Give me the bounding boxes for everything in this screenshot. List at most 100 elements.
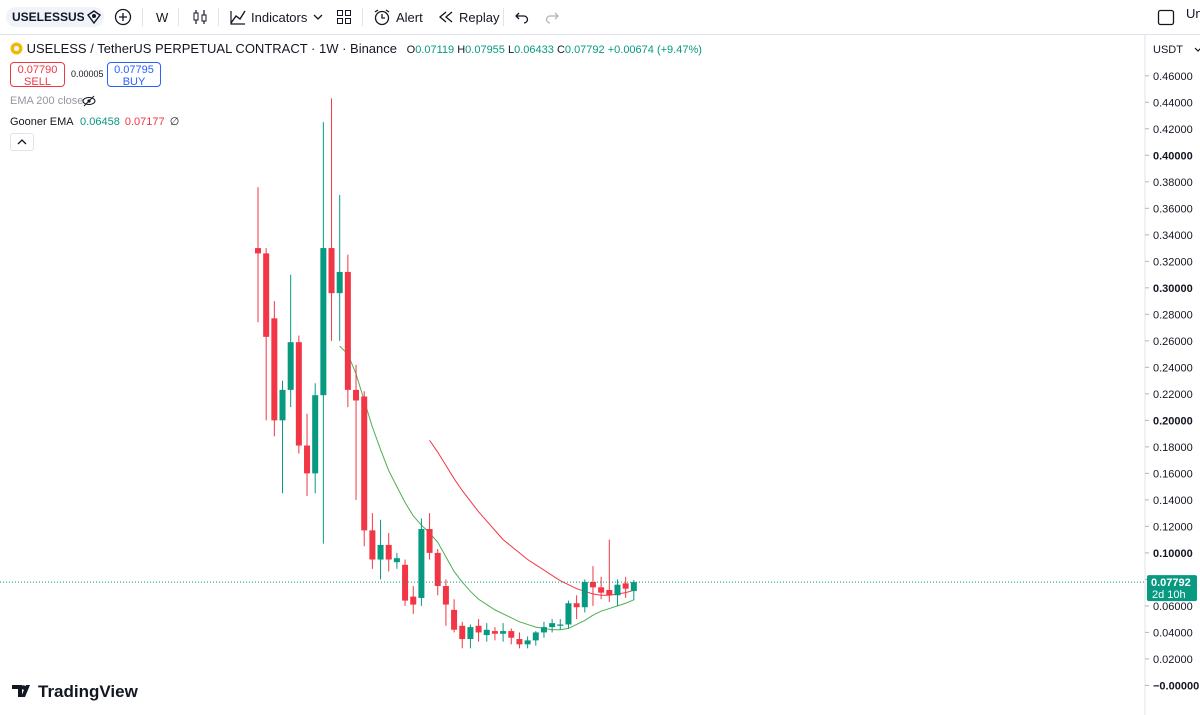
icon-chevron [1194, 47, 1200, 52]
brand-logo: TradingView [12, 682, 139, 701]
y-tick-label: 0.16000 [1153, 468, 1193, 480]
candle-body [451, 609, 458, 630]
y-tick-label: 0.46000 [1153, 71, 1193, 83]
alert-button[interactable]: Alert [396, 10, 423, 25]
ema-line [339, 345, 635, 631]
buy-price: 0.07795 [114, 64, 154, 76]
sell-label: SELL [24, 76, 51, 88]
last-price-label: 0.07792 [1151, 577, 1191, 589]
y-tick-label: 0.04000 [1153, 627, 1193, 639]
candle-body [393, 558, 400, 563]
icon-badge[interactable] [86, 9, 102, 25]
ema-slow-value: 0.07177 [124, 116, 165, 128]
icon-undo[interactable] [514, 10, 530, 24]
candle-body [614, 584, 621, 596]
symbol: USELESSUSDT [12, 10, 84, 24]
icon-add-symbol[interactable] [114, 8, 132, 26]
icon-hidden[interactable] [82, 95, 96, 107]
sell-button[interactable]: 0.07790 SELL [10, 62, 65, 88]
candle-body [336, 271, 343, 294]
candle-body [287, 342, 294, 390]
legend-title-row: USELESS / TetherUS PERPETUAL CONTRACT · … [10, 41, 702, 56]
candle-body [434, 552, 441, 587]
candle-body [565, 603, 572, 625]
y-tick-label: 0.32000 [1153, 256, 1193, 268]
buy-button[interactable]: 0.07795 BUY [107, 62, 161, 88]
candle-body [353, 389, 360, 401]
y-tick-label: 0.40000 [1153, 150, 1193, 162]
indicators-button[interactable]: Indicators [251, 10, 308, 25]
candle-body [483, 629, 490, 636]
icon-layouts[interactable] [336, 9, 352, 25]
high-value: 0.07955 [465, 44, 505, 56]
ema200-legend: EMA 200 close [10, 95, 84, 107]
candle-body [491, 631, 498, 634]
candle-body [630, 582, 637, 592]
candle-body [418, 529, 425, 598]
y-tick-label: 0.02000 [1153, 654, 1193, 666]
candle-body [598, 587, 605, 593]
brand-name: TradingView [38, 682, 139, 701]
y-tick-label: 0.12000 [1153, 521, 1193, 533]
y-tick-label: 0.22000 [1153, 389, 1193, 401]
icon-replay[interactable] [438, 10, 454, 24]
icon-indicators[interactable] [229, 8, 247, 26]
coin-icon [10, 42, 23, 55]
candle-body [255, 248, 261, 254]
icon-alert[interactable] [373, 8, 391, 26]
y-tick-label: 0.28000 [1153, 309, 1193, 321]
separator [362, 8, 363, 26]
y-tick-label: 0.34000 [1153, 230, 1193, 242]
candle-body [500, 631, 507, 634]
countdown-label: 2d 10h [1152, 589, 1186, 601]
candle-body [410, 596, 417, 605]
ohlc-label: H [457, 44, 466, 56]
spread: 0.00005 [71, 69, 104, 79]
separator [178, 8, 179, 26]
symbol-search[interactable]: USELESSUSDT [6, 7, 104, 27]
candle-body [263, 253, 270, 337]
close-value: 0.07792 [564, 44, 605, 56]
y-tick-label: 0.38000 [1153, 177, 1193, 189]
symbol-title: USELESS / TetherUS PERPETUAL CONTRACT · … [26, 41, 397, 56]
ema-fast-value: 0.06458 [80, 116, 120, 128]
candle-body [549, 623, 556, 628]
y-tick-label: 0.44000 [1153, 97, 1193, 109]
ema-line [429, 439, 634, 596]
candle-body [573, 603, 580, 608]
candle-body [589, 582, 596, 588]
layout-name[interactable]: Un [1186, 6, 1200, 21]
separator [142, 8, 143, 26]
y-tick-label: 0.42000 [1153, 124, 1193, 136]
ema-extra: ∅ [169, 116, 180, 128]
interval[interactable]: W [156, 10, 169, 25]
candle-body [606, 590, 613, 596]
sell-price: 0.07790 [17, 64, 58, 76]
icon-chevron[interactable] [313, 12, 323, 22]
collapse-legend[interactable] [10, 133, 34, 151]
icon-layout-save[interactable] [1157, 9, 1175, 26]
replay-button[interactable]: Replay [459, 10, 500, 25]
candle-body [532, 632, 539, 641]
change-value: +0.00674 (+9.47%) [607, 44, 702, 56]
chart: TradingView −0.00000 0.02000 0.04000 0.0600… [0, 35, 1199, 715]
candle-body [459, 625, 466, 640]
icon-candles[interactable] [191, 8, 209, 26]
low-value: 0.06433 [514, 44, 554, 56]
y-tick-label: −0.00000 [1153, 680, 1199, 692]
y-tick-label: 0.26000 [1153, 336, 1193, 348]
candle-body [328, 248, 335, 294]
currency: USDT [1153, 44, 1183, 56]
candle-body [557, 624, 564, 626]
candle-body [467, 627, 474, 640]
last-price-box [1147, 575, 1197, 602]
ohlc-values: O0.07119 H0.07955 L0.06433 C0.07792 +0.0… [407, 44, 702, 56]
candle-body [377, 544, 384, 560]
y-tick-label: 0.24000 [1153, 362, 1193, 374]
y-tick-label: 0.18000 [1153, 442, 1193, 454]
ohlc-label: C [556, 44, 565, 56]
currency-selector[interactable]: USDT [1153, 44, 1200, 56]
candle-body [442, 586, 449, 605]
candle-body [402, 564, 409, 601]
